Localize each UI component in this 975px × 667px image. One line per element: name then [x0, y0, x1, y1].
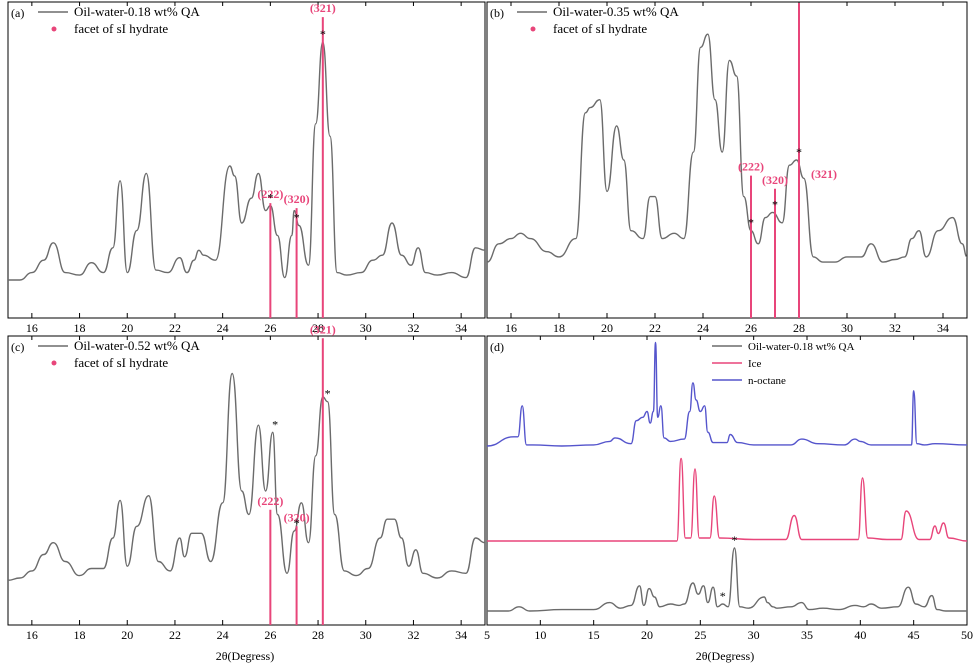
panel-label: (a) — [11, 6, 24, 20]
x-tick-label: 18 — [74, 321, 86, 335]
x-tick-label: 26 — [264, 628, 276, 642]
plot-frame — [486, 335, 968, 626]
x-tick-label: 16 — [26, 321, 38, 335]
x-tick-label: 18 — [553, 321, 565, 335]
star-marker: * — [796, 145, 802, 159]
star-marker: * — [720, 589, 726, 603]
x-tick-label: 50 — [961, 628, 973, 642]
legend-marker-hydrate — [530, 26, 536, 32]
x-tick-label: 28 — [793, 321, 805, 335]
hkl-label: (321) — [811, 167, 837, 181]
x-tick-label: 5 — [484, 628, 490, 642]
legend-label: facet of sI hydrate — [553, 21, 647, 36]
legend-label: Oil-water-0.18 wt% QA — [748, 341, 854, 353]
hkl-label: (321) — [310, 322, 336, 336]
x-tick-label: 20 — [601, 321, 613, 335]
star-marker: * — [267, 191, 273, 205]
x-tick-label: 30 — [841, 321, 853, 335]
x-tick-label: 32 — [407, 628, 419, 642]
star-marker: * — [748, 216, 754, 230]
star-marker: * — [731, 533, 737, 547]
x-tick-label: 34 — [455, 321, 467, 335]
x-tick-label: 18 — [74, 628, 86, 642]
x-axis-title-right: 2θ(Degress) — [696, 649, 754, 663]
x-axis-title-left: 2θ(Degress) — [216, 649, 274, 663]
hkl-label: (321) — [310, 1, 336, 15]
star-marker: * — [272, 417, 278, 431]
legend-label: facet of sI hydrate — [74, 21, 168, 36]
plot-frame — [7, 1, 486, 319]
legend-label: facet of sI hydrate — [74, 355, 168, 370]
star-marker: * — [294, 210, 300, 224]
hkl-label: (222) — [257, 187, 283, 201]
x-tick-label: 28 — [312, 628, 324, 642]
series-line-oil-water-0-18-wt-qa — [8, 41, 486, 281]
x-tick-label: 28 — [312, 321, 324, 335]
x-tick-label: 30 — [360, 321, 372, 335]
hkl-label: (320) — [284, 510, 310, 524]
panel-b: 16 18 20 22 24 26 28 30 32 34 (222)(320) (321) * * * (b… — [486, 1, 968, 335]
panel-a: 16 18 20 22 24 26 28 30 32 34 (222) (320) (321) * * * (a… — [7, 1, 486, 335]
x-tick-label: 10 — [534, 628, 546, 642]
star-marker: * — [294, 516, 300, 530]
x-tick-label: 15 — [588, 628, 600, 642]
x-tick-label: 26 — [264, 321, 276, 335]
x-tick-label: 34 — [937, 321, 949, 335]
series-line-ice — [486, 457, 968, 542]
x-tick-label: 32 — [889, 321, 901, 335]
legend-marker-hydrate — [51, 26, 57, 32]
panel-d: 5 10 15 20 25 30 35 40 45 50 * * (d) Oil-water-0.18 w… — [484, 335, 973, 642]
x-tick-label: 45 — [908, 628, 920, 642]
legend-label: Ice — [748, 358, 762, 370]
panel-label: (c) — [11, 340, 24, 354]
x-tick-label: 20 — [121, 628, 133, 642]
x-tick-label: 25 — [694, 628, 706, 642]
x-tick-label: 30 — [748, 628, 760, 642]
x-tick-label: 26 — [745, 321, 757, 335]
legend-label: Oil-water-0.52 wt% QA — [74, 338, 200, 353]
panel-label: (b) — [490, 6, 504, 20]
x-tick-label: 34 — [455, 628, 467, 642]
x-tick-label: 40 — [854, 628, 866, 642]
legend-label: n-octane — [748, 375, 786, 387]
panel-c: 16 18 20 22 24 26 28 30 32 34 (222)(320) (321) * * * (c… — [7, 322, 486, 642]
x-tick-label: 30 — [360, 628, 372, 642]
x-tick-label: 16 — [505, 321, 517, 335]
hkl-label: (320) — [284, 192, 310, 206]
plot-frame — [486, 1, 968, 319]
series-line-oil-water-0-18-wt-qa — [487, 547, 967, 612]
series-line-oil-water-0-52-wt-qa — [7, 372, 486, 581]
legend-marker-hydrate — [51, 360, 57, 366]
series-line-n-octane — [486, 341, 968, 447]
hkl-label: (222) — [257, 494, 283, 508]
x-tick-label: 20 — [641, 628, 653, 642]
star-marker: * — [772, 197, 778, 211]
x-tick-label: 24 — [217, 628, 229, 642]
hkl-label: (222) — [738, 160, 764, 174]
x-tick-label: 24 — [217, 321, 229, 335]
x-tick-label: 32 — [407, 321, 419, 335]
star-marker: * — [325, 387, 331, 401]
x-tick-label: 35 — [801, 628, 813, 642]
star-marker: * — [320, 27, 326, 41]
x-tick-label: 22 — [169, 628, 181, 642]
x-tick-label: 22 — [169, 321, 181, 335]
hkl-label: (320) — [762, 173, 788, 187]
series-line-oil-water-0-35-wt-qa — [486, 33, 968, 263]
x-tick-label: 24 — [697, 321, 709, 335]
x-tick-label: 22 — [649, 321, 661, 335]
plot-frame — [7, 335, 486, 626]
legend-label: Oil-water-0.35 wt% QA — [553, 4, 679, 19]
x-tick-label: 16 — [26, 628, 38, 642]
legend-label: Oil-water-0.18 wt% QA — [74, 4, 200, 19]
x-tick-label: 20 — [121, 321, 133, 335]
panel-label: (d) — [490, 340, 504, 354]
